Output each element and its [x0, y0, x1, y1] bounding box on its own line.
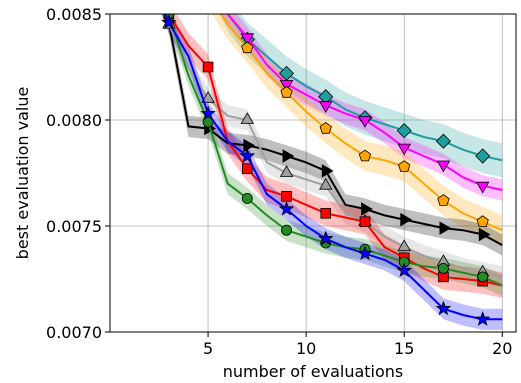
marker: [439, 221, 452, 235]
marker: [201, 90, 215, 103]
marker: [396, 123, 412, 139]
marker: [278, 200, 295, 216]
marker: [400, 212, 413, 227]
marker: [397, 239, 411, 252]
error-band: [212, 14, 503, 246]
marker: [239, 147, 256, 163]
marker: [281, 191, 292, 202]
marker: [279, 165, 294, 177]
marker: [240, 33, 255, 46]
marker: [477, 271, 489, 283]
x-tick-label: 5: [203, 339, 213, 358]
error-band: [222, 14, 503, 201]
marker: [437, 194, 450, 206]
marker: [474, 311, 491, 326]
marker: [359, 216, 371, 228]
error-band: [219, 14, 503, 178]
marker: [200, 105, 216, 121]
marker: [319, 101, 333, 114]
marker: [279, 80, 294, 92]
marker: [398, 160, 411, 172]
marker: [241, 163, 253, 175]
plot-frame: [109, 13, 517, 333]
marker: [361, 202, 373, 216]
y-tick-label: 0.0070: [46, 323, 102, 342]
y-tick-label: 0.0085: [46, 5, 102, 24]
x-tick-label: 10: [296, 339, 316, 358]
marker: [478, 227, 491, 242]
marker: [161, 14, 177, 30]
marker: [437, 262, 449, 274]
marker: [280, 86, 293, 98]
marker: [321, 164, 334, 178]
marker: [435, 300, 452, 316]
x-axis-label: number of evaluations: [223, 362, 404, 381]
y-axis-label: best evaluation value: [13, 87, 32, 260]
y-tick-label: 0.0075: [46, 217, 102, 236]
marker: [436, 160, 451, 173]
marker: [396, 262, 412, 278]
marker: [243, 138, 256, 153]
marker: [475, 181, 490, 194]
marker: [319, 177, 333, 190]
marker: [476, 215, 489, 228]
marker: [281, 224, 292, 236]
marker: [320, 207, 332, 219]
marker: [241, 193, 253, 204]
marker: [475, 148, 491, 164]
marker: [240, 112, 255, 124]
error-band: [163, 14, 503, 288]
x-tick-label: 20: [492, 339, 512, 358]
marker: [397, 143, 411, 156]
marker: [202, 61, 214, 73]
y-tick-label: 0.0080: [46, 111, 102, 130]
marker: [318, 230, 334, 246]
x-tick-label: 15: [394, 339, 414, 358]
marker: [319, 122, 332, 134]
plot-area: [161, 14, 503, 330]
marker: [435, 133, 451, 149]
marker: [358, 149, 372, 162]
marker: [358, 116, 372, 128]
marker: [241, 41, 254, 54]
marker: [282, 149, 295, 163]
marker: [357, 245, 373, 261]
error-band: [163, 14, 503, 296]
